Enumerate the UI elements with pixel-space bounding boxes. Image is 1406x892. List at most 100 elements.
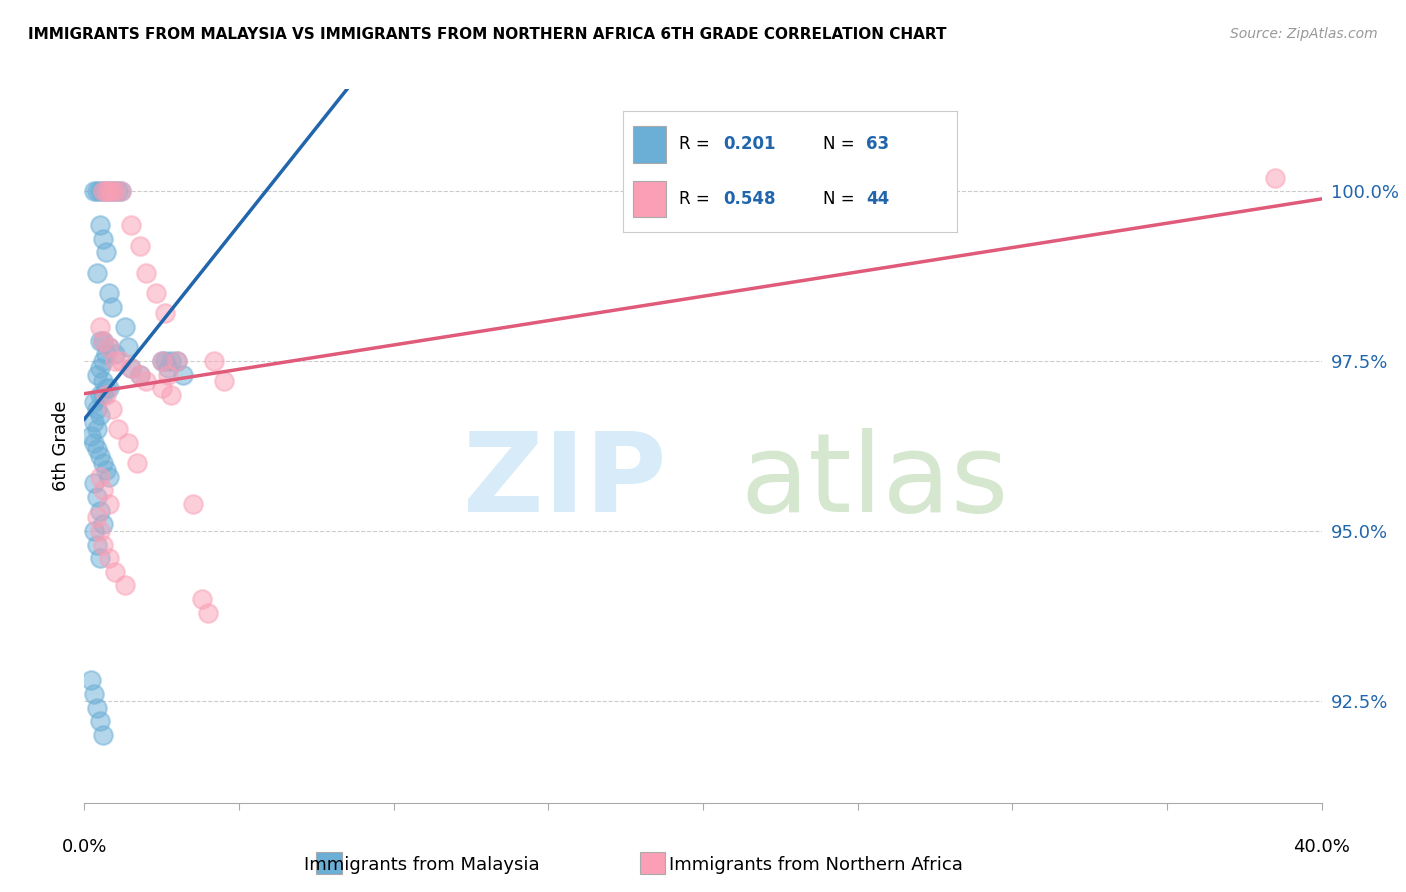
Point xyxy=(89,714,111,729)
Point xyxy=(83,687,105,701)
Point xyxy=(91,456,114,470)
Point xyxy=(98,184,121,198)
Point xyxy=(89,551,111,566)
Point xyxy=(94,245,117,260)
Point xyxy=(89,184,111,198)
Point xyxy=(91,334,114,348)
Point xyxy=(98,469,121,483)
Point xyxy=(91,483,114,498)
Text: 0.0%: 0.0% xyxy=(62,838,107,856)
Point xyxy=(129,368,152,382)
Point xyxy=(83,415,105,429)
Point xyxy=(1264,170,1286,185)
Point xyxy=(86,442,108,457)
Point xyxy=(83,476,105,491)
Point xyxy=(86,510,108,524)
Point xyxy=(104,565,127,579)
Point xyxy=(86,401,108,416)
Point xyxy=(89,503,111,517)
Point xyxy=(135,266,157,280)
Point xyxy=(94,184,117,198)
Point xyxy=(156,360,179,375)
Point xyxy=(197,606,219,620)
Point xyxy=(160,388,183,402)
Point xyxy=(156,368,179,382)
Text: atlas: atlas xyxy=(740,428,1008,535)
Point xyxy=(212,375,235,389)
Point xyxy=(89,360,111,375)
Point xyxy=(110,354,132,368)
Point xyxy=(129,238,152,252)
Point xyxy=(91,388,114,402)
Point xyxy=(83,394,105,409)
Point xyxy=(150,354,173,368)
Point xyxy=(89,449,111,463)
Point xyxy=(98,184,121,198)
Point xyxy=(114,578,136,592)
Point xyxy=(107,422,129,436)
Point xyxy=(91,537,114,551)
Point xyxy=(120,218,142,232)
Point xyxy=(94,463,117,477)
Point xyxy=(83,184,105,198)
Point xyxy=(89,218,111,232)
Point xyxy=(94,381,117,395)
Point xyxy=(117,341,139,355)
Point xyxy=(117,435,139,450)
Point xyxy=(94,184,117,198)
Point xyxy=(181,497,204,511)
Point xyxy=(150,354,173,368)
Point xyxy=(83,435,105,450)
Point xyxy=(101,300,124,314)
Point xyxy=(83,524,105,538)
Point xyxy=(101,184,124,198)
Point xyxy=(94,347,117,361)
Point xyxy=(91,184,114,198)
Point xyxy=(79,429,101,443)
Point xyxy=(114,320,136,334)
Point xyxy=(86,266,108,280)
Point xyxy=(89,334,111,348)
Text: Source: ZipAtlas.com: Source: ZipAtlas.com xyxy=(1230,27,1378,41)
Point xyxy=(145,286,167,301)
Point xyxy=(86,490,108,504)
Point xyxy=(98,497,121,511)
Point xyxy=(104,354,127,368)
Point xyxy=(98,341,121,355)
Text: IMMIGRANTS FROM MALAYSIA VS IMMIGRANTS FROM NORTHERN AFRICA 6TH GRADE CORRELATIO: IMMIGRANTS FROM MALAYSIA VS IMMIGRANTS F… xyxy=(28,27,946,42)
Point xyxy=(89,320,111,334)
Point xyxy=(98,551,121,566)
Text: 40.0%: 40.0% xyxy=(1294,838,1350,856)
Point xyxy=(172,368,194,382)
Point xyxy=(110,184,132,198)
Point xyxy=(120,360,142,375)
Point xyxy=(104,184,127,198)
Point xyxy=(166,354,188,368)
Point xyxy=(104,347,127,361)
Point xyxy=(86,700,108,714)
Point xyxy=(110,184,132,198)
Point xyxy=(107,184,129,198)
Point xyxy=(91,184,114,198)
Point xyxy=(98,286,121,301)
Point xyxy=(86,368,108,382)
Point xyxy=(160,354,183,368)
Y-axis label: 6th Grade: 6th Grade xyxy=(52,401,70,491)
Point xyxy=(91,728,114,742)
Point xyxy=(98,341,121,355)
Point xyxy=(166,354,188,368)
Point xyxy=(79,673,101,688)
Point xyxy=(125,456,148,470)
Point xyxy=(150,381,173,395)
Point xyxy=(89,469,111,483)
Point xyxy=(101,184,124,198)
Point xyxy=(98,381,121,395)
Point xyxy=(202,354,225,368)
Point xyxy=(86,537,108,551)
Point xyxy=(91,354,114,368)
Point xyxy=(91,517,114,532)
Point xyxy=(135,375,157,389)
Point xyxy=(153,306,176,320)
Point xyxy=(94,388,117,402)
Point xyxy=(191,591,214,606)
